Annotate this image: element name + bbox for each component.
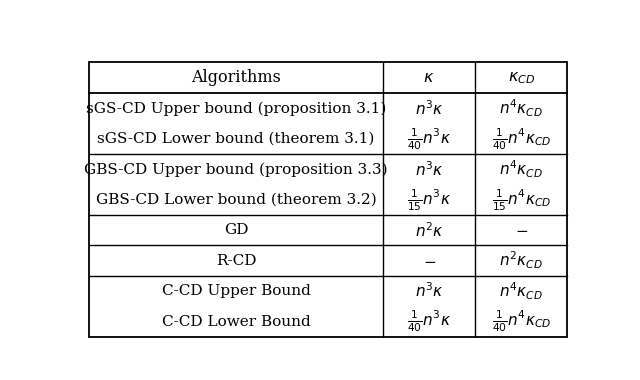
- Text: $-$: $-$: [422, 254, 436, 268]
- Text: $\frac{1}{15}n^4\kappa_{CD}$: $\frac{1}{15}n^4\kappa_{CD}$: [492, 187, 551, 212]
- Text: $n^4\kappa_{CD}$: $n^4\kappa_{CD}$: [499, 159, 543, 180]
- Text: GBS-CD Upper bound (proposition 3.3): GBS-CD Upper bound (proposition 3.3): [84, 162, 388, 177]
- Text: $\frac{1}{40}n^4\kappa_{CD}$: $\frac{1}{40}n^4\kappa_{CD}$: [492, 309, 551, 334]
- Text: $\kappa_{CD}$: $\kappa_{CD}$: [508, 69, 535, 86]
- Text: sGS-CD Lower bound (theorem 3.1): sGS-CD Lower bound (theorem 3.1): [97, 132, 374, 146]
- Text: $n^2\kappa_{CD}$: $n^2\kappa_{CD}$: [499, 250, 543, 271]
- Text: $n^4\kappa_{CD}$: $n^4\kappa_{CD}$: [499, 280, 543, 302]
- Text: $\frac{1}{40}n^3\kappa$: $\frac{1}{40}n^3\kappa$: [407, 126, 451, 152]
- Text: $\frac{1}{15}n^3\kappa$: $\frac{1}{15}n^3\kappa$: [407, 187, 451, 212]
- Text: $\kappa$: $\kappa$: [424, 69, 435, 86]
- Text: Algorithms: Algorithms: [191, 69, 281, 86]
- Text: $n^3\kappa$: $n^3\kappa$: [415, 99, 444, 118]
- Text: GD: GD: [224, 223, 248, 237]
- Text: $\frac{1}{40}n^4\kappa_{CD}$: $\frac{1}{40}n^4\kappa_{CD}$: [492, 126, 551, 152]
- Text: $n^4\kappa_{CD}$: $n^4\kappa_{CD}$: [499, 98, 543, 119]
- Text: C-CD Upper Bound: C-CD Upper Bound: [161, 284, 310, 298]
- Text: $-$: $-$: [515, 223, 528, 237]
- Text: sGS-CD Upper bound (proposition 3.1): sGS-CD Upper bound (proposition 3.1): [86, 101, 386, 116]
- Text: $n^3\kappa$: $n^3\kappa$: [415, 282, 444, 301]
- Text: $\frac{1}{40}n^3\kappa$: $\frac{1}{40}n^3\kappa$: [407, 309, 451, 334]
- Text: GBS-CD Lower bound (theorem 3.2): GBS-CD Lower bound (theorem 3.2): [95, 193, 376, 207]
- Text: $n^2\kappa$: $n^2\kappa$: [415, 221, 444, 240]
- Text: R-CD: R-CD: [216, 254, 256, 268]
- Text: C-CD Lower Bound: C-CD Lower Bound: [161, 315, 310, 329]
- Text: $n^3\kappa$: $n^3\kappa$: [415, 160, 444, 179]
